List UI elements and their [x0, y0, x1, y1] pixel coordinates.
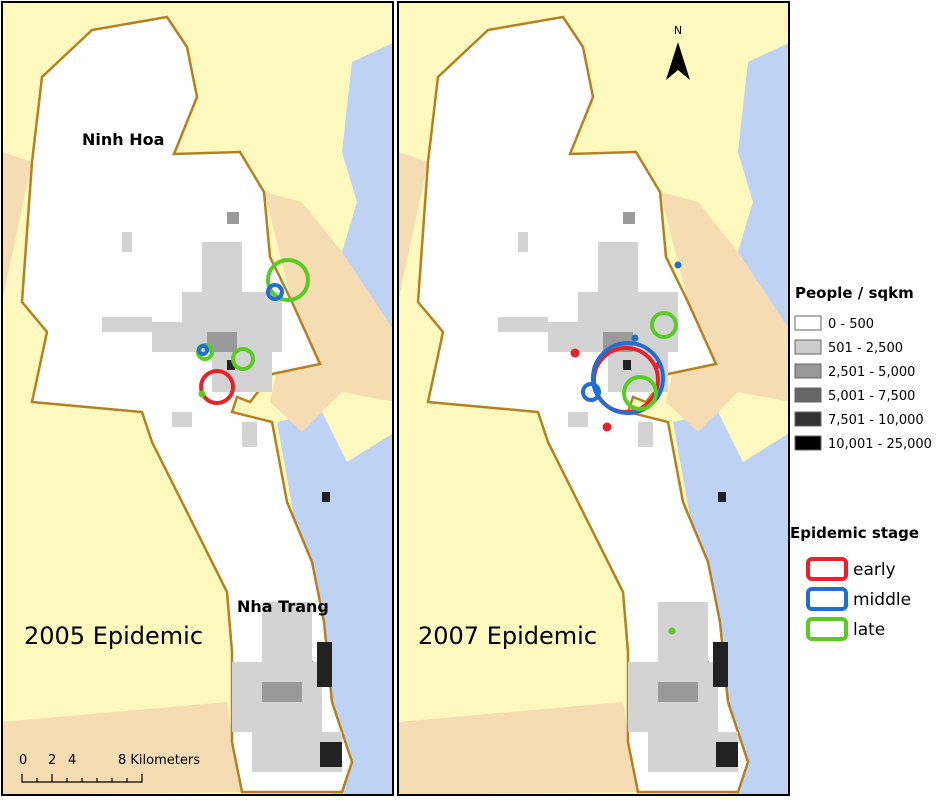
- place-label: Ninh Hoa: [82, 130, 164, 149]
- scale-label: 8 Kilometers: [118, 753, 200, 768]
- panel-2005: Ninh Hoa Nha Trang 2005 Epidemic 0 2 4 8…: [1, 1, 394, 796]
- scale-label: 0: [19, 753, 27, 768]
- legend-label: 10,001 - 25,000: [828, 437, 932, 452]
- epidemic-markers: [570, 261, 682, 635]
- legend-title: People / sqkm: [795, 284, 914, 302]
- scale-bar: 0 2 4 8 Kilometers: [19, 753, 200, 783]
- legend-label: middle: [853, 590, 911, 610]
- panel-2007: 2007 Epidemic N: [397, 1, 790, 796]
- legend-label: 5,001 - 7,500: [828, 389, 915, 404]
- north-label: N: [674, 24, 682, 37]
- legend: People / sqkm 0 - 500 501 - 2,500 2,501 …: [790, 284, 932, 641]
- legend-label: late: [853, 620, 885, 640]
- panel-title: 2005 Epidemic: [24, 622, 203, 650]
- scale-label: 2: [48, 753, 56, 768]
- scale-label: 4: [68, 753, 76, 768]
- legend-label: early: [853, 560, 896, 580]
- legend-label: 501 - 2,500: [828, 341, 903, 356]
- legend-label: 2,501 - 5,000: [828, 365, 915, 380]
- legend-label: 0 - 500: [828, 317, 874, 332]
- legend-label: 7,501 - 10,000: [828, 413, 924, 428]
- legend-title: Epidemic stage: [790, 524, 919, 542]
- north-arrow: [666, 42, 690, 80]
- place-label: Nha Trang: [237, 597, 329, 616]
- panel-title: 2007 Epidemic: [418, 622, 597, 650]
- epidemic-markers: [196, 258, 310, 405]
